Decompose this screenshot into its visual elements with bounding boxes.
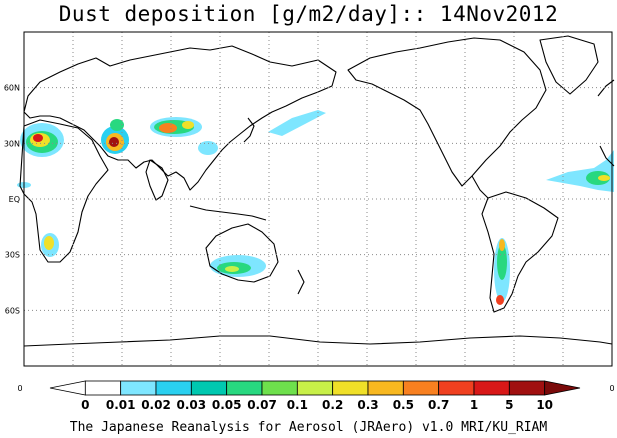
colorbar-tick-label: 0 bbox=[81, 398, 89, 412]
dust-atlantic-east bbox=[546, 150, 614, 192]
coast-eurasia bbox=[23, 45, 337, 191]
colorbar-tick-label: 0.05 bbox=[212, 398, 242, 412]
lat-labels: 60N 30N EQ 30S 60S bbox=[4, 84, 20, 316]
colorbar-tick-label: 0.5 bbox=[393, 398, 414, 412]
coast-north-america bbox=[347, 37, 547, 187]
coast-east-edge-africa bbox=[599, 145, 615, 167]
lat-label: 30S bbox=[5, 251, 20, 260]
axis-end-label-left: 0 bbox=[17, 384, 22, 393]
colorbar-tick-label: 5 bbox=[505, 398, 513, 412]
coast-new-zealand bbox=[297, 269, 305, 295]
coast-east-edge-europe bbox=[597, 79, 615, 97]
dust-argentina-mid bbox=[497, 244, 507, 280]
gridlines bbox=[24, 32, 612, 366]
dust-iran bbox=[110, 119, 124, 131]
coast-africa bbox=[19, 119, 109, 263]
colorbar: 0 0.01 0.02 0.03 0.05 0.07 0.1 0.2 0.3 0.5 0.7 1 5 10 bbox=[49, 380, 581, 412]
dust-sahara-core bbox=[33, 134, 43, 142]
colorbar-tick-label: 0.03 bbox=[177, 398, 207, 412]
colorbar-tick-label: 0.02 bbox=[141, 398, 171, 412]
colorbar-tick-label: 0.2 bbox=[322, 398, 343, 412]
colorbar-arrow-high bbox=[544, 380, 581, 396]
coast-antarctica bbox=[23, 335, 613, 347]
colorbar-swatch bbox=[473, 380, 510, 396]
colorbar-swatch bbox=[332, 380, 369, 396]
coast-central-america bbox=[471, 175, 489, 199]
dust-gobi-east bbox=[182, 121, 194, 129]
coast-south-america bbox=[481, 191, 559, 313]
lat-label: 60S bbox=[5, 306, 20, 315]
dust-south-africa-inner bbox=[44, 236, 54, 250]
colorbar-swatch bbox=[367, 380, 404, 396]
colorbar-tick-label: 0.1 bbox=[287, 398, 308, 412]
colorbar-tick-label: 0.3 bbox=[357, 398, 378, 412]
dust-australia-inner bbox=[225, 266, 239, 272]
dust-argentina-inner bbox=[499, 239, 505, 251]
dust-atlantic-inner bbox=[598, 175, 610, 181]
colorbar-tick-label: 0.01 bbox=[106, 398, 136, 412]
colorbar-swatch bbox=[438, 380, 475, 396]
map-title: Dust deposition [g/m2/day]:: 14Nov2012 bbox=[58, 2, 559, 26]
colorbar-swatch bbox=[226, 380, 263, 396]
colorbar-swatch bbox=[261, 380, 298, 396]
lat-label: EQ bbox=[9, 195, 20, 204]
coast-greenland bbox=[539, 35, 599, 95]
coast-australia bbox=[205, 223, 279, 283]
colorbar-swatch bbox=[402, 380, 440, 396]
colorbar-arrow-low bbox=[49, 380, 86, 396]
coastlines bbox=[19, 35, 615, 347]
colorbar-swatch bbox=[296, 380, 334, 396]
colorbar-swatch bbox=[84, 380, 122, 396]
colorbar-swatch bbox=[155, 380, 192, 396]
map-frame bbox=[23, 31, 613, 367]
dust-pacific-plume bbox=[268, 110, 326, 136]
coast-indonesia bbox=[189, 205, 267, 221]
lat-label: 30N bbox=[4, 139, 20, 148]
axis-end-label-right: 0 bbox=[609, 384, 614, 393]
colorbar-tick-label: 10 bbox=[536, 398, 553, 412]
colorbar-tick-label: 0.7 bbox=[428, 398, 449, 412]
dust-china bbox=[198, 141, 218, 155]
coast-india bbox=[145, 159, 169, 201]
dust-patagonia bbox=[496, 295, 504, 305]
dust-gobi-inner bbox=[159, 123, 177, 133]
colorbar-swatch bbox=[190, 380, 228, 396]
dust-arabia-core bbox=[109, 137, 119, 147]
colorbar-tick-label: 1 bbox=[470, 398, 478, 412]
lat-label: 60N bbox=[4, 84, 20, 93]
colorbar-swatch bbox=[120, 380, 157, 396]
colorbar-swatch bbox=[508, 380, 546, 396]
coast-japan bbox=[243, 117, 255, 143]
footer-credit: The Japanese Reanalysis for Aerosol (JRA… bbox=[69, 420, 548, 435]
dust-shading bbox=[17, 110, 614, 305]
colorbar-tick-label: 0.07 bbox=[247, 398, 277, 412]
